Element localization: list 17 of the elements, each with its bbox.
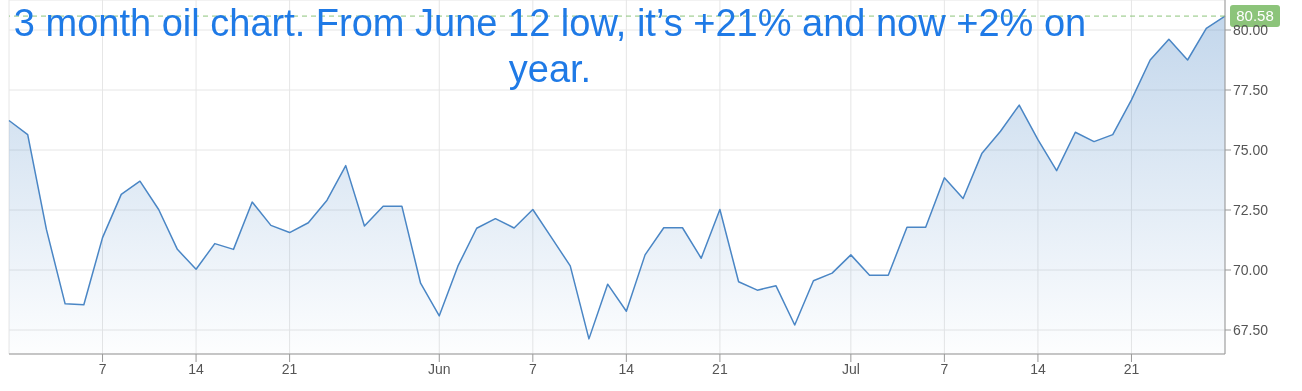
y-tick-label: 70.00 — [1233, 261, 1269, 278]
x-tick-label: 7 — [528, 360, 537, 377]
x-tick-label: 14 — [618, 360, 635, 377]
x-tick-label: 7 — [98, 360, 107, 377]
x-tick-label: 14 — [188, 360, 205, 377]
x-tick-label: 21 — [281, 360, 298, 377]
x-tick-label: 7 — [940, 360, 949, 377]
y-tick-label: 67.50 — [1233, 321, 1269, 338]
x-tick-label: Jun — [427, 360, 451, 377]
x-tick-label: 14 — [1030, 360, 1046, 377]
y-tick-label: 72.50 — [1233, 201, 1269, 218]
x-tick-label: 21 — [1123, 360, 1140, 377]
x-tick-label: 21 — [712, 360, 728, 377]
y-tick-label: 77.50 — [1233, 81, 1269, 98]
y-tick-label: 75.00 — [1233, 141, 1269, 158]
text: 3 month oil chart. From June 12 low, it’s +21% and now +2% on year. — [12, 1, 1088, 92]
x-tick-label: Jul — [841, 360, 860, 377]
